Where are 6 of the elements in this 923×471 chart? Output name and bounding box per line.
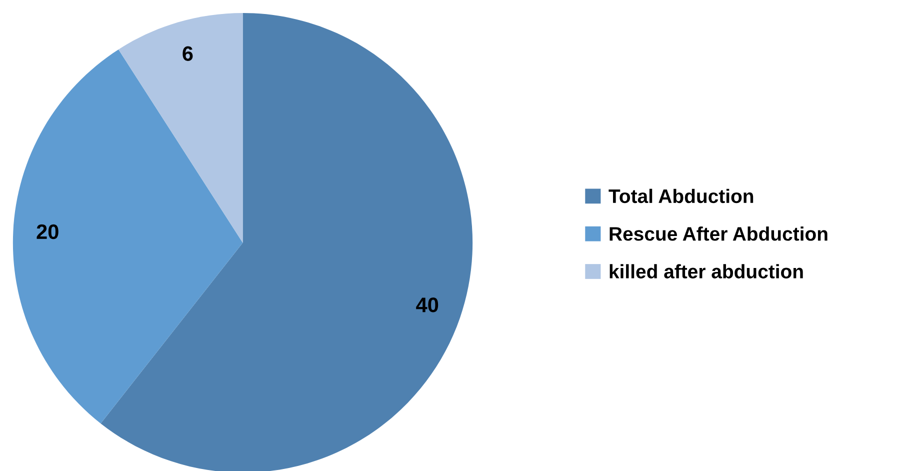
data-label: 40 <box>416 298 438 312</box>
legend-label: Rescue After Abduction <box>610 226 828 241</box>
legend-label: killed after abduction <box>610 264 803 278</box>
data-label: 6 <box>182 46 193 61</box>
data-label: 20 <box>36 224 58 240</box>
legend-label: Total Abduction <box>608 188 754 204</box>
